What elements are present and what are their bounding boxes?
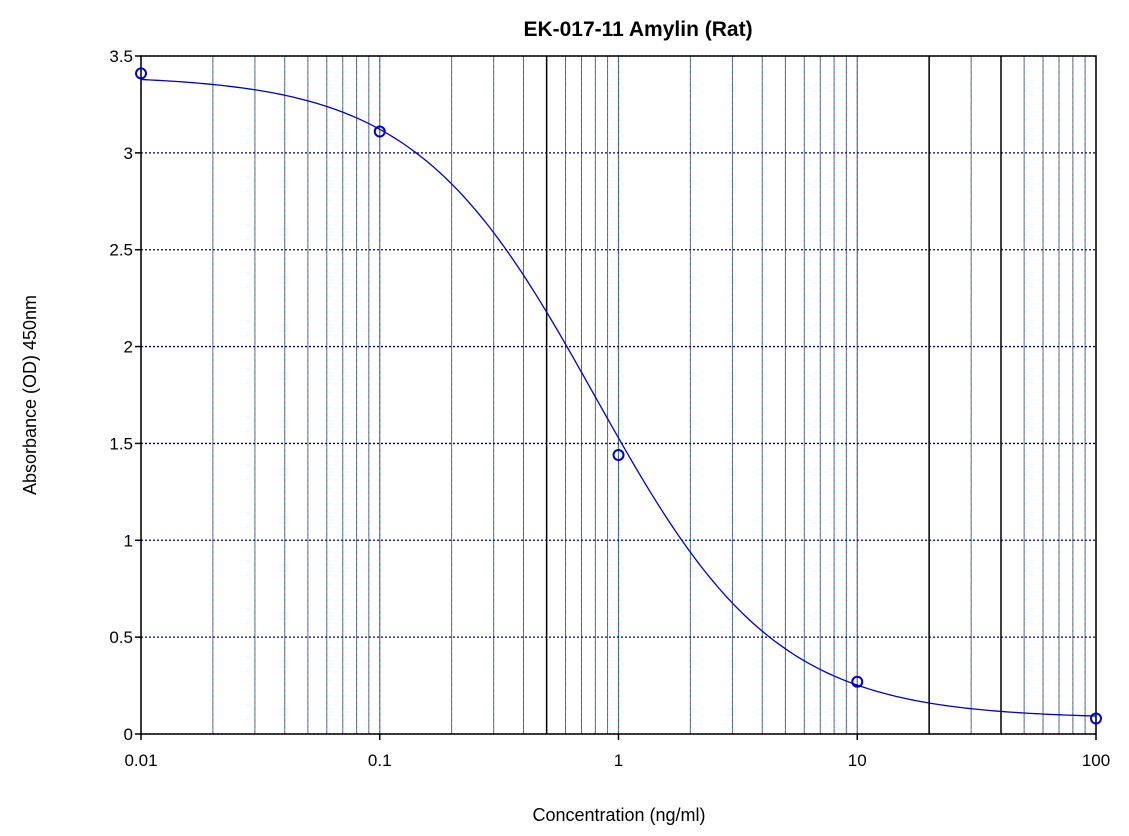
y-tick-label: 2 xyxy=(124,338,133,357)
y-tick-label: 1 xyxy=(124,531,133,550)
x-tick-label: 0.1 xyxy=(368,751,392,770)
y-axis-label: Absorbance (OD) 450nm xyxy=(20,295,40,495)
y-tick-label: 0.5 xyxy=(109,628,133,647)
data-point xyxy=(1090,712,1102,725)
points-layer xyxy=(135,67,1102,725)
y-tick-label: 1.5 xyxy=(109,434,133,453)
curve-layer xyxy=(140,78,1097,717)
x-tick-label: 100 xyxy=(1082,751,1110,770)
y-tick-label: 2.5 xyxy=(109,241,133,260)
ticks-layer: 0.01 0.1 1 10 100 0 0.5 1 1.5 2 2.5 3 3.5 xyxy=(109,47,1110,770)
x-tick-label: 1 xyxy=(614,751,623,770)
data-point xyxy=(851,675,864,688)
fit-curve xyxy=(140,78,1097,717)
chart-title: EK-017-11 Amylin (Rat) xyxy=(523,18,752,41)
data-point xyxy=(612,449,625,462)
x-axis-label: Concentration (ng/ml) xyxy=(532,805,705,825)
data-point xyxy=(135,67,147,80)
y-tick-label: 3.5 xyxy=(109,47,133,66)
y-tick-label: 3 xyxy=(124,144,133,163)
grid-layer xyxy=(140,55,1097,735)
x-tick-label: 10 xyxy=(848,751,867,770)
y-tick-label: 0 xyxy=(124,725,133,744)
x-tick-label: 0.01 xyxy=(124,751,157,770)
data-point xyxy=(373,125,386,138)
